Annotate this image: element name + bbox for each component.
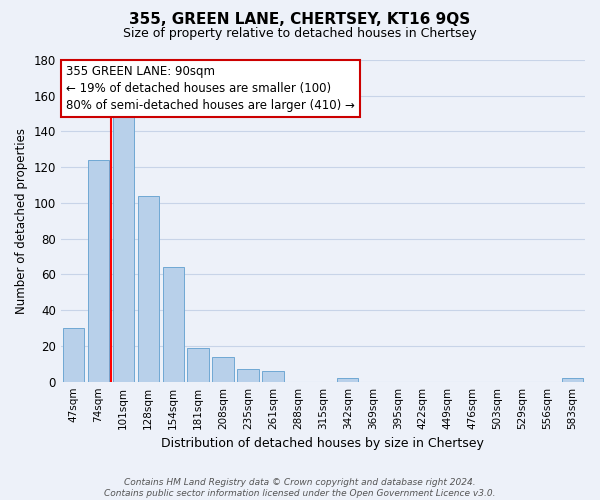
Bar (337, 378, 358, 382)
Bar (62, 328, 84, 382)
Bar (262, 371, 284, 382)
Text: Size of property relative to detached houses in Chertsey: Size of property relative to detached ho… (123, 28, 477, 40)
Bar (137, 196, 159, 382)
Text: Contains HM Land Registry data © Crown copyright and database right 2024.
Contai: Contains HM Land Registry data © Crown c… (104, 478, 496, 498)
Bar (212, 356, 233, 382)
Bar (113, 117, 134, 382)
Bar (163, 268, 184, 382)
Y-axis label: Number of detached properties: Number of detached properties (15, 128, 28, 314)
Bar (238, 369, 259, 382)
Text: 355 GREEN LANE: 90sqm
← 19% of detached houses are smaller (100)
80% of semi-det: 355 GREEN LANE: 90sqm ← 19% of detached … (66, 65, 355, 112)
Bar (88, 160, 109, 382)
Bar (562, 378, 583, 382)
X-axis label: Distribution of detached houses by size in Chertsey: Distribution of detached houses by size … (161, 437, 484, 450)
Bar (187, 348, 209, 382)
Text: 355, GREEN LANE, CHERTSEY, KT16 9QS: 355, GREEN LANE, CHERTSEY, KT16 9QS (130, 12, 470, 28)
